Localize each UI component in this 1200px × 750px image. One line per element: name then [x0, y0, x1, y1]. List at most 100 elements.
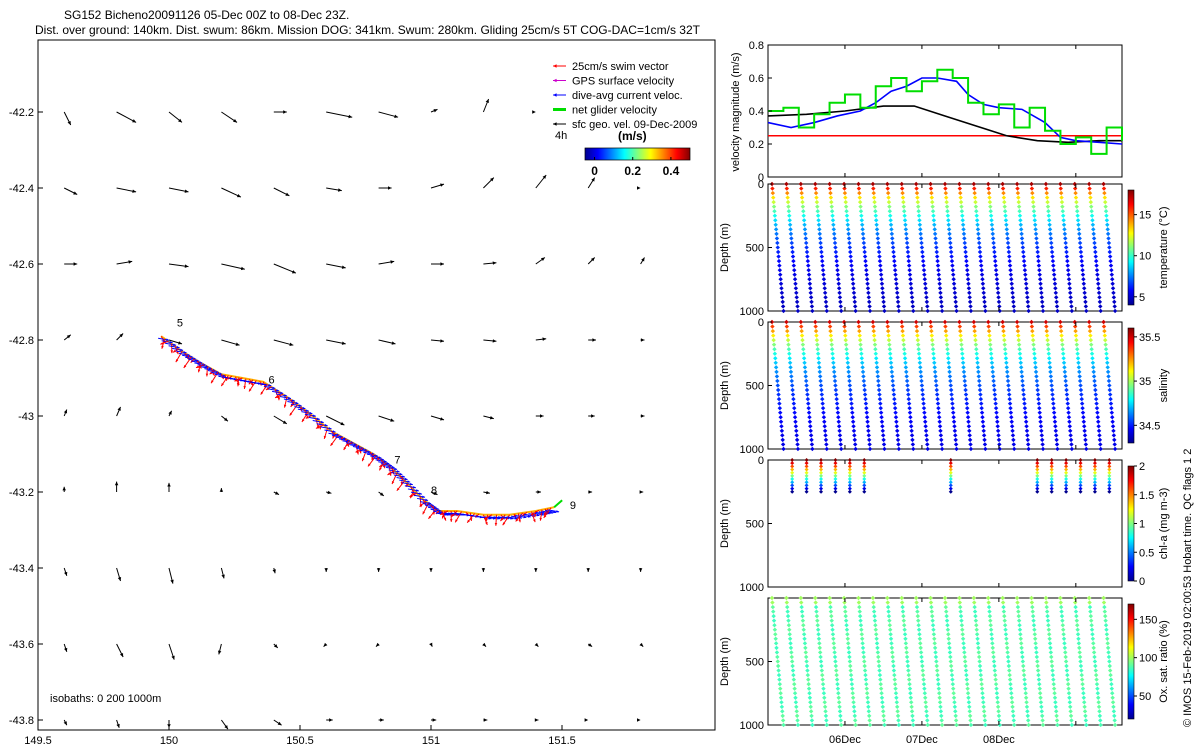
map-ytick-label: -43.6: [9, 639, 34, 651]
swim-vector: [243, 378, 247, 389]
sfc-velocity-arrow: [219, 488, 224, 492]
sfc-velocity-arrow: [636, 186, 641, 190]
depth-tick-label: 500: [746, 657, 764, 669]
sfc-velocity-arrow: [221, 263, 245, 271]
dac-vector: [294, 406, 306, 410]
swim-vector: [355, 444, 359, 455]
legend-label: sfc geo. vel. 09-Dec-2009: [572, 119, 697, 131]
sfc-velocity-arrow: [221, 415, 229, 422]
dac-vector: [168, 345, 180, 349]
sfc-velocity-arrow: [272, 567, 276, 574]
swim-vector: [466, 513, 476, 524]
sfc-velocity-arrow: [168, 410, 173, 417]
swim-vector: [428, 508, 437, 520]
sfc-velocity-arrow: [535, 174, 547, 189]
depth-tick-label: 0: [758, 317, 764, 329]
sfc-velocity-arrow: [534, 642, 539, 647]
sfc-velocity-arrow: [116, 260, 133, 265]
dac-vector: [304, 413, 316, 418]
legend-label: dive-avg current veloc.: [572, 90, 683, 102]
map-ytick-label: -42.4: [9, 183, 34, 195]
colorbar: [1127, 189, 1135, 306]
sfc-velocity-arrow: [116, 406, 121, 417]
sfc-velocity-arrow: [116, 111, 137, 123]
time-tick-label: 07Dec: [906, 734, 938, 746]
sfc-velocity-arrow: [326, 111, 353, 119]
swim-vector: [367, 455, 377, 467]
sfc-velocity-arrow: [483, 177, 495, 189]
velocity-ylabel: velocity magnitude (m/s): [730, 52, 742, 171]
sfc-velocity-arrow: [588, 414, 595, 418]
sfc-velocity-arrow: [64, 262, 78, 266]
dac-vector: [515, 515, 527, 519]
sfc-velocity-arrow: [63, 187, 78, 195]
sfc-velocity-arrow: [62, 486, 66, 492]
sfc-velocity-arrow: [483, 490, 490, 495]
sfc-velocity-arrow: [378, 491, 385, 497]
sfc-velocity-arrow: [587, 643, 593, 648]
sfc-velocity-arrow: [167, 482, 171, 492]
colorbar-label: Ox. sat. ratio (%): [1158, 620, 1170, 703]
depth-tick-label: 0: [758, 455, 764, 467]
swim-vector: [494, 514, 498, 526]
sfc-velocity-arrow: [221, 111, 238, 123]
sfc-velocity-arrow: [378, 186, 392, 190]
colorbar-tick-label: 50: [1139, 691, 1151, 703]
figure-title-line1: SG152 Bicheno20091126 05-Dec 00Z to 08-D…: [64, 8, 350, 22]
swim-vector: [539, 509, 543, 521]
sfc-velocity-arrow: [430, 108, 438, 113]
colorbar-label: chl-a (mg m-3): [1158, 488, 1170, 560]
swim-vector: [175, 351, 183, 363]
dac-vector: [320, 426, 332, 430]
sfc-velocity-arrow: [535, 337, 547, 341]
depth-tick-label: 1000: [740, 720, 764, 732]
colorbar-tick-label: 0: [1139, 576, 1145, 588]
velocity-panel: 0 0.2 0.4 0.6 0.8 velocity magnitude (m/s): [730, 40, 1123, 184]
depth-tick-label: 1000: [740, 444, 764, 456]
temperature-panel: 0 500 1000 Depth (m) 5 10 15 temperature (°C): [719, 179, 1170, 318]
time-axis: 06Dec 07Dec 08Dec: [829, 45, 1077, 746]
legend-swatch: [553, 64, 566, 68]
swim-vector: [379, 463, 387, 468]
sfc-velocity-arrow: [378, 415, 395, 422]
swim-vector: [502, 514, 511, 526]
swim-vector: [170, 343, 174, 354]
swim-vector: [345, 442, 353, 447]
swim-vector: [485, 514, 489, 522]
sfc-velocity-arrow: [63, 334, 72, 341]
sfc-velocity-arrow: [116, 333, 124, 341]
sfc-velocity-arrow: [431, 718, 437, 722]
salinity-panel: 0 500 1000 Depth (m) 34.5 35 35.5 salinity: [719, 317, 1170, 456]
day-marker: 5: [177, 318, 183, 330]
sfc-velocity-arrow: [430, 415, 445, 421]
sfc-velocity-arrow: [273, 339, 294, 346]
dac-vector: [370, 455, 382, 459]
colorbar-tick-label: 2: [1139, 461, 1145, 473]
swim-vector: [305, 414, 313, 419]
day-marker: 9: [570, 500, 576, 512]
swim-vector: [197, 362, 201, 373]
swim-vector: [283, 396, 288, 408]
sfc-velocity-arrow: [326, 339, 346, 345]
legend-label: 25cm/s swim vector: [572, 61, 669, 73]
swim-vector: [205, 366, 209, 377]
dac-vector: [316, 423, 328, 427]
time-tick-label: 08Dec: [983, 734, 1015, 746]
swim-vector: [161, 338, 166, 349]
velocity-ytick-label: 0.8: [749, 40, 764, 52]
swim-vector: [160, 340, 169, 345]
sfc-velocity-arrow: [63, 567, 68, 576]
time-tick-label: 06Dec: [829, 734, 861, 746]
colorbar-tick-label: 1: [1139, 519, 1145, 531]
velocity-series-line: [767, 105, 1122, 144]
velocity-ytick-label: 0.2: [749, 139, 764, 151]
sfc-velocity-arrow: [483, 339, 497, 343]
map-xtick-label: 149.5: [24, 735, 52, 747]
swim-vector: [234, 377, 243, 382]
sfc-velocity-arrow: [63, 643, 68, 652]
track-map: 5 6 7 8 9 149.5 150 150.5 151 151.5 -42.2 -42.4 -42…: [9, 39, 716, 747]
velocity-ytick-label: 0.6: [749, 73, 764, 85]
sfc-velocity-arrow: [378, 339, 396, 345]
sfc-velocity-arrow: [640, 338, 645, 342]
dac-vector: [375, 459, 387, 463]
